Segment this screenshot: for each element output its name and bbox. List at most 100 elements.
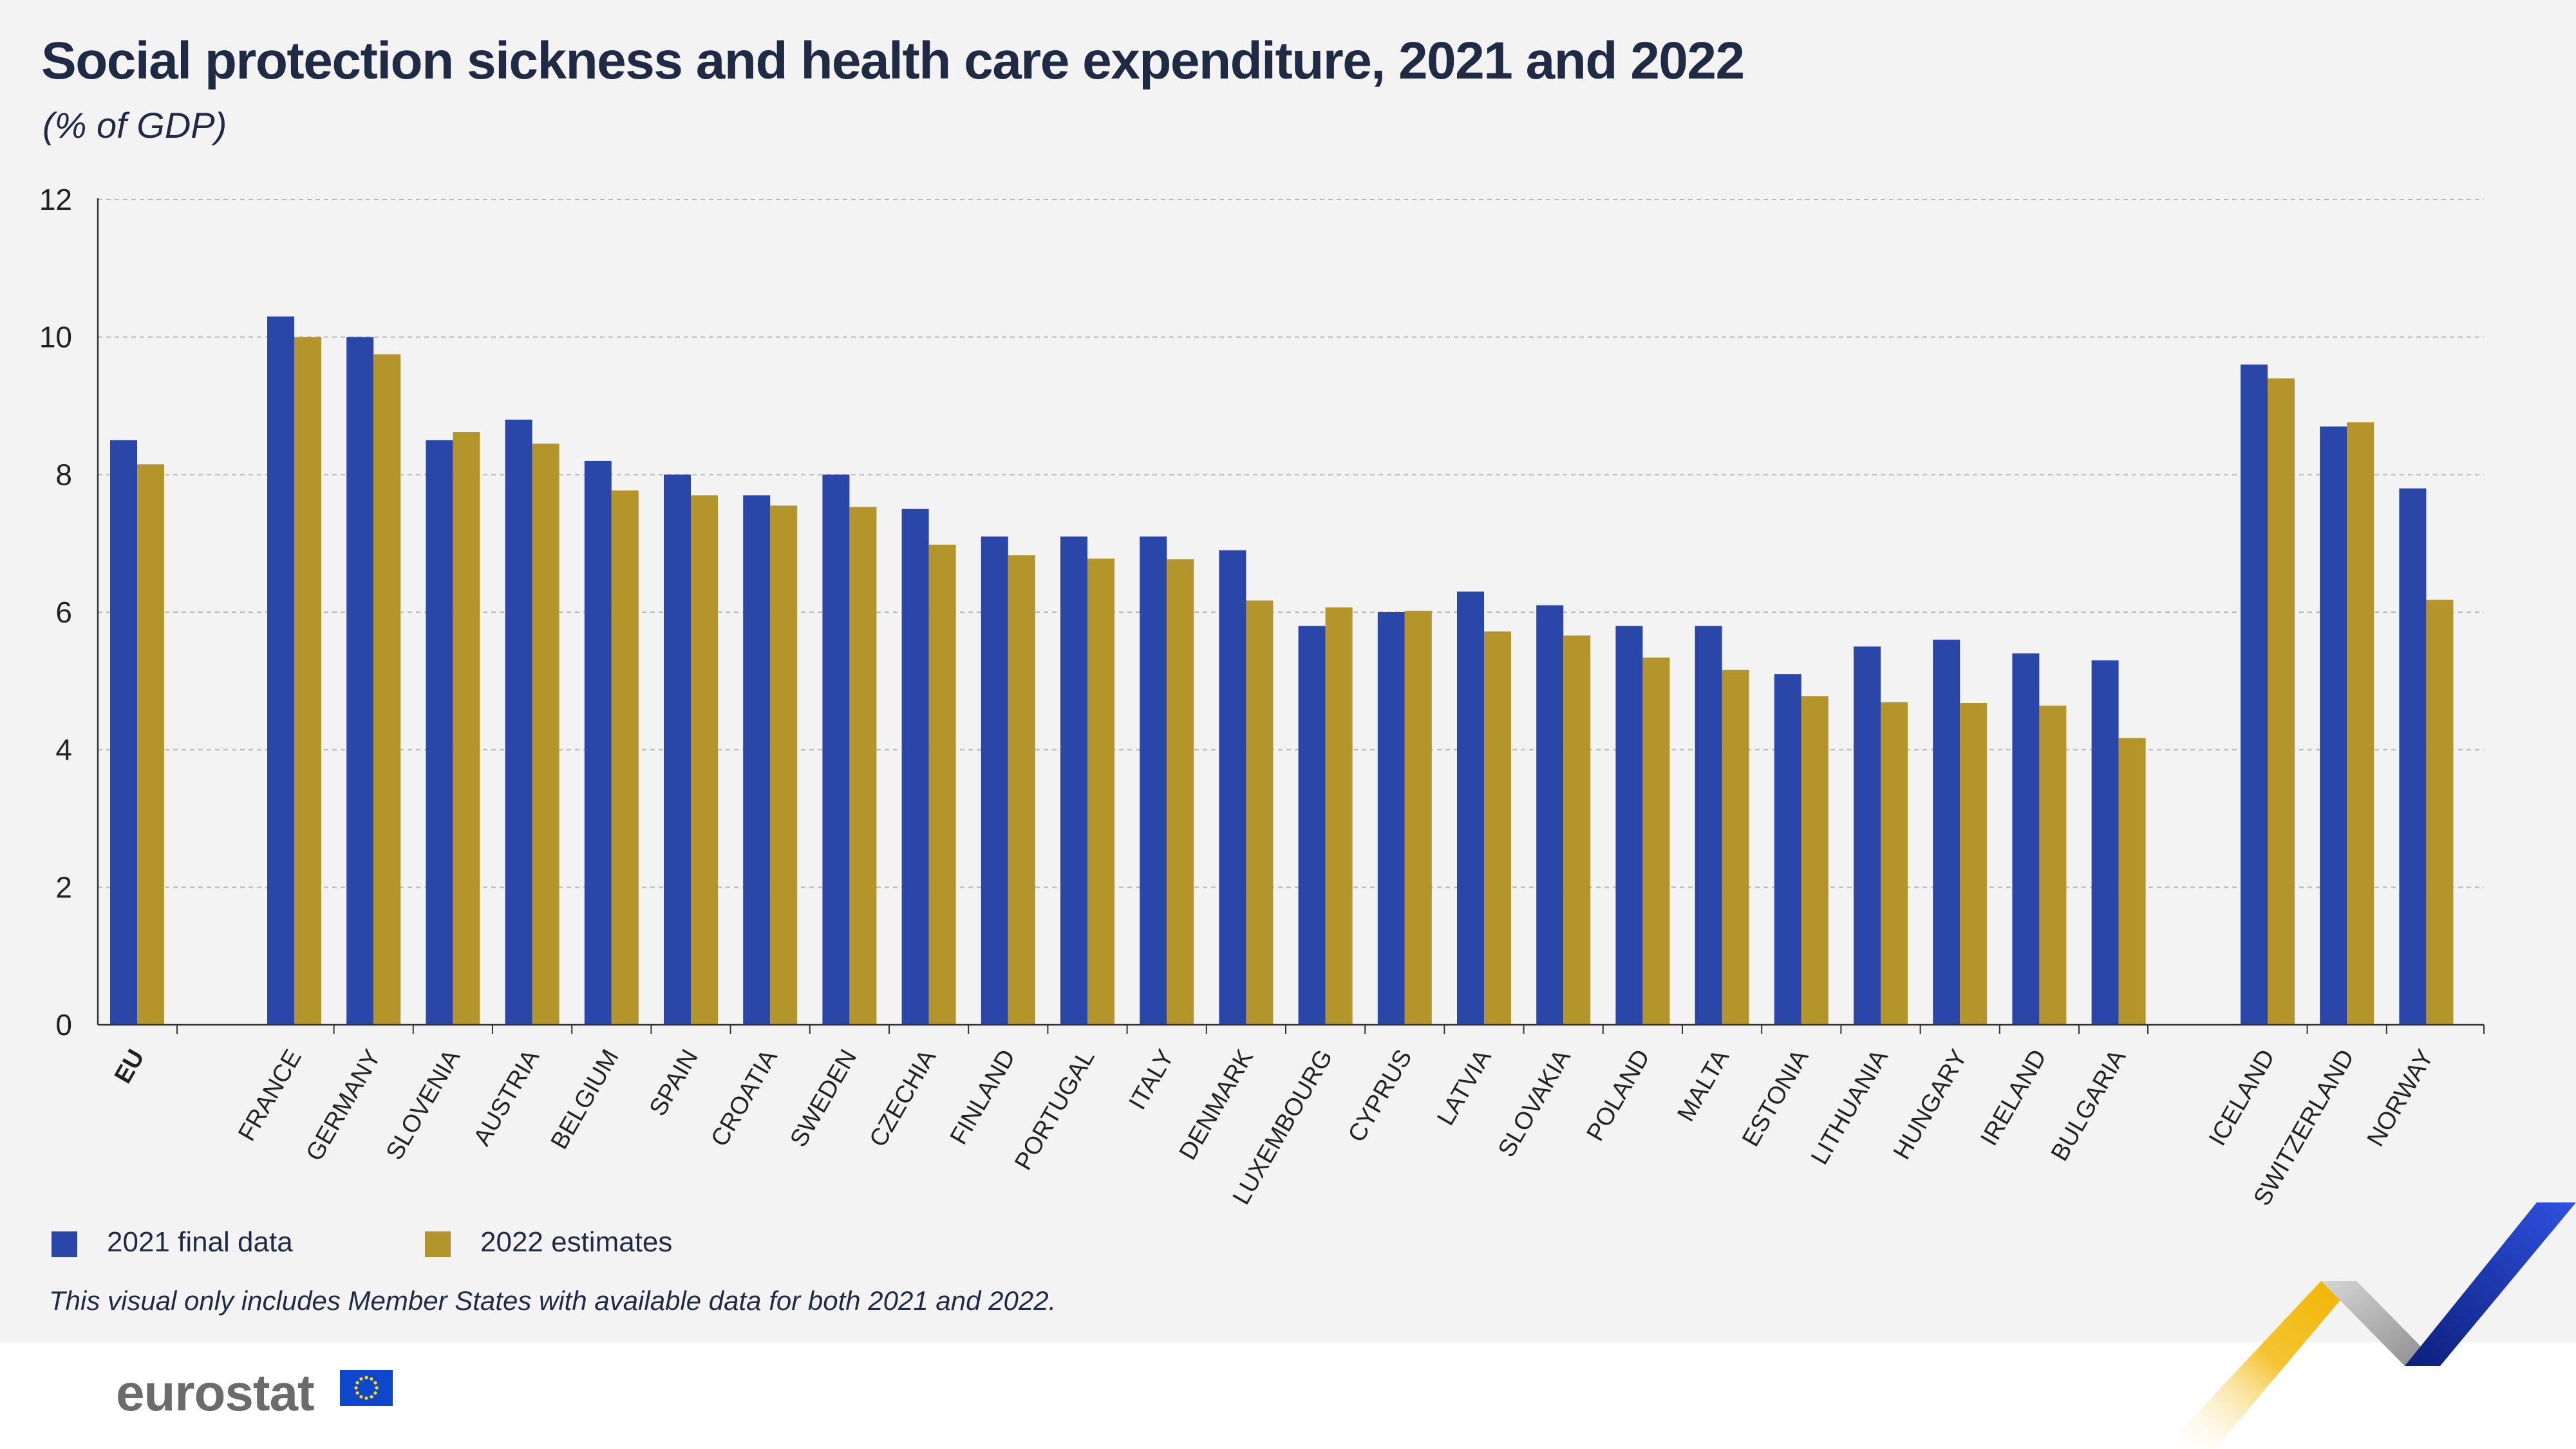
bar-2022-germany [373, 354, 401, 1025]
bar-2022-czechia [928, 545, 956, 1025]
x-tick-label: LATVIA [1432, 1045, 1497, 1130]
bar-2022-belgium [611, 490, 639, 1025]
bar-2022-portugal [1087, 558, 1114, 1025]
footnote: This visual only includes Member States … [49, 1285, 1057, 1316]
bar-2022-sweden [849, 507, 877, 1025]
x-tick-label: FRANCE [233, 1045, 306, 1146]
bar-2022-luxembourg [1325, 607, 1353, 1025]
decorative-corner-chevrons [2163, 1202, 2576, 1449]
x-tick-label: BULGARIA [2046, 1045, 2132, 1166]
bar-2021-slovenia [426, 440, 453, 1025]
bar-2022-latvia [1484, 631, 1511, 1025]
x-tick-label: LITHUANIA [1806, 1045, 1894, 1169]
y-tick-label: 0 [55, 1008, 72, 1042]
x-tick-label: ESTONIA [1737, 1045, 1814, 1151]
bar-2022-slovenia [453, 432, 480, 1025]
x-tick-label: HUNGARY [1888, 1045, 1973, 1164]
bar-2021-eu [110, 440, 137, 1025]
x-tick-label: AUSTRIA [469, 1045, 545, 1150]
legend-label-2022: 2022 estimates [480, 1226, 673, 1258]
bar-2021-switzerland [2320, 426, 2347, 1025]
y-tick-label: 6 [55, 595, 72, 629]
bar-2021-sweden [822, 474, 850, 1025]
bar-2021-france [267, 316, 294, 1025]
x-tick-label: MALTA [1672, 1045, 1735, 1126]
bar-2021-norway [2399, 488, 2427, 1025]
y-tick-label: 4 [55, 733, 72, 767]
bar-2021-poland [1615, 626, 1643, 1025]
bar-2021-croatia [743, 495, 771, 1025]
bar-2022-austria [532, 444, 559, 1025]
bar-2021-iceland [2241, 364, 2268, 1025]
bar-2022-finland [1008, 555, 1035, 1025]
x-tick-label: SLOVENIA [381, 1045, 466, 1164]
bar-2022-switzerland [2347, 422, 2374, 1025]
bar-2022-poland [1642, 657, 1670, 1025]
bar-2022-croatia [770, 505, 798, 1025]
x-tick-label: ITALY [1124, 1045, 1180, 1115]
legend-swatch-2022 [425, 1231, 451, 1257]
x-tick-label: SPAIN [644, 1045, 704, 1121]
bars [110, 316, 2454, 1025]
x-tick-label: NORWAY [2362, 1045, 2439, 1152]
bar-2022-iceland [2268, 378, 2295, 1025]
bar-2022-norway [2426, 599, 2454, 1025]
bar-2021-malta [1695, 626, 1722, 1025]
bar-2021-slovakia [1536, 605, 1564, 1025]
bar-2022-france [294, 337, 321, 1025]
bar-2022-ireland [2039, 706, 2067, 1025]
bar-2022-hungary [1960, 703, 1988, 1025]
bar-2021-finland [981, 536, 1008, 1025]
bar-2022-lithuania [1881, 702, 1908, 1025]
bar-2021-latvia [1457, 591, 1484, 1025]
bar-2021-spain [664, 474, 691, 1025]
chart-title: Social protection sickness and health ca… [41, 32, 1745, 90]
x-tick-label: CZECHIA [865, 1045, 942, 1152]
x-tick-label: FINLAND [945, 1045, 1021, 1150]
legend-label-2021: 2021 final data [107, 1226, 293, 1258]
bar-2021-ireland [2012, 653, 2040, 1025]
bar-2021-austria [505, 419, 532, 1025]
bar-2021-hungary [1933, 639, 1960, 1025]
bar-2021-germany [346, 337, 374, 1025]
axes [97, 198, 2485, 1034]
bar-2022-eu [137, 464, 164, 1025]
x-tick-label: PORTUGAL [1010, 1045, 1100, 1175]
bar-2021-italy [1140, 536, 1167, 1025]
bar-2021-luxembourg [1298, 626, 1326, 1025]
legend-swatch-2021 [52, 1231, 77, 1257]
bar-2022-slovakia [1563, 635, 1591, 1025]
x-tick-label: CYPRUS [1343, 1045, 1418, 1147]
y-tick-label: 12 [39, 183, 72, 216]
bar-2022-cyprus [1404, 610, 1432, 1025]
bar-2022-estonia [1801, 696, 1829, 1025]
bar-2022-malta [1722, 669, 1749, 1025]
bar-2022-bulgaria [2118, 738, 2146, 1025]
x-tick-label: CROATIA [706, 1045, 784, 1151]
bar-2022-italy [1167, 559, 1194, 1025]
chart-subtitle: (% of GDP) [42, 105, 227, 145]
bar-2021-lithuania [1854, 646, 1881, 1025]
bar-2021-czechia [901, 509, 929, 1025]
x-tick-label: DENMARK [1174, 1045, 1259, 1164]
x-tick-label: IRELAND [1975, 1045, 2052, 1151]
bar-2021-denmark [1219, 550, 1246, 1025]
bar-2022-spain [691, 495, 718, 1025]
bar-2021-estonia [1774, 674, 1801, 1025]
gridlines [98, 199, 2484, 888]
eurostat-logo-text: eurostat [116, 1364, 315, 1421]
bar-2021-portugal [1060, 536, 1087, 1025]
x-tick-label: BELGIUM [546, 1045, 625, 1154]
x-tick-label: POLAND [1582, 1045, 1656, 1146]
y-tick-label: 8 [55, 458, 72, 491]
y-tick-label: 10 [39, 321, 72, 354]
y-tick-label: 2 [55, 870, 72, 904]
x-tick-label: SWEDEN [785, 1045, 862, 1152]
x-tick-label: EU [109, 1045, 150, 1089]
bar-2021-bulgaria [2091, 660, 2119, 1025]
x-tick-label: ICELAND [2204, 1045, 2280, 1151]
eu-flag-icon [340, 1370, 393, 1406]
bar-2021-belgium [584, 460, 612, 1025]
x-tick-label: GERMANY [301, 1045, 386, 1166]
